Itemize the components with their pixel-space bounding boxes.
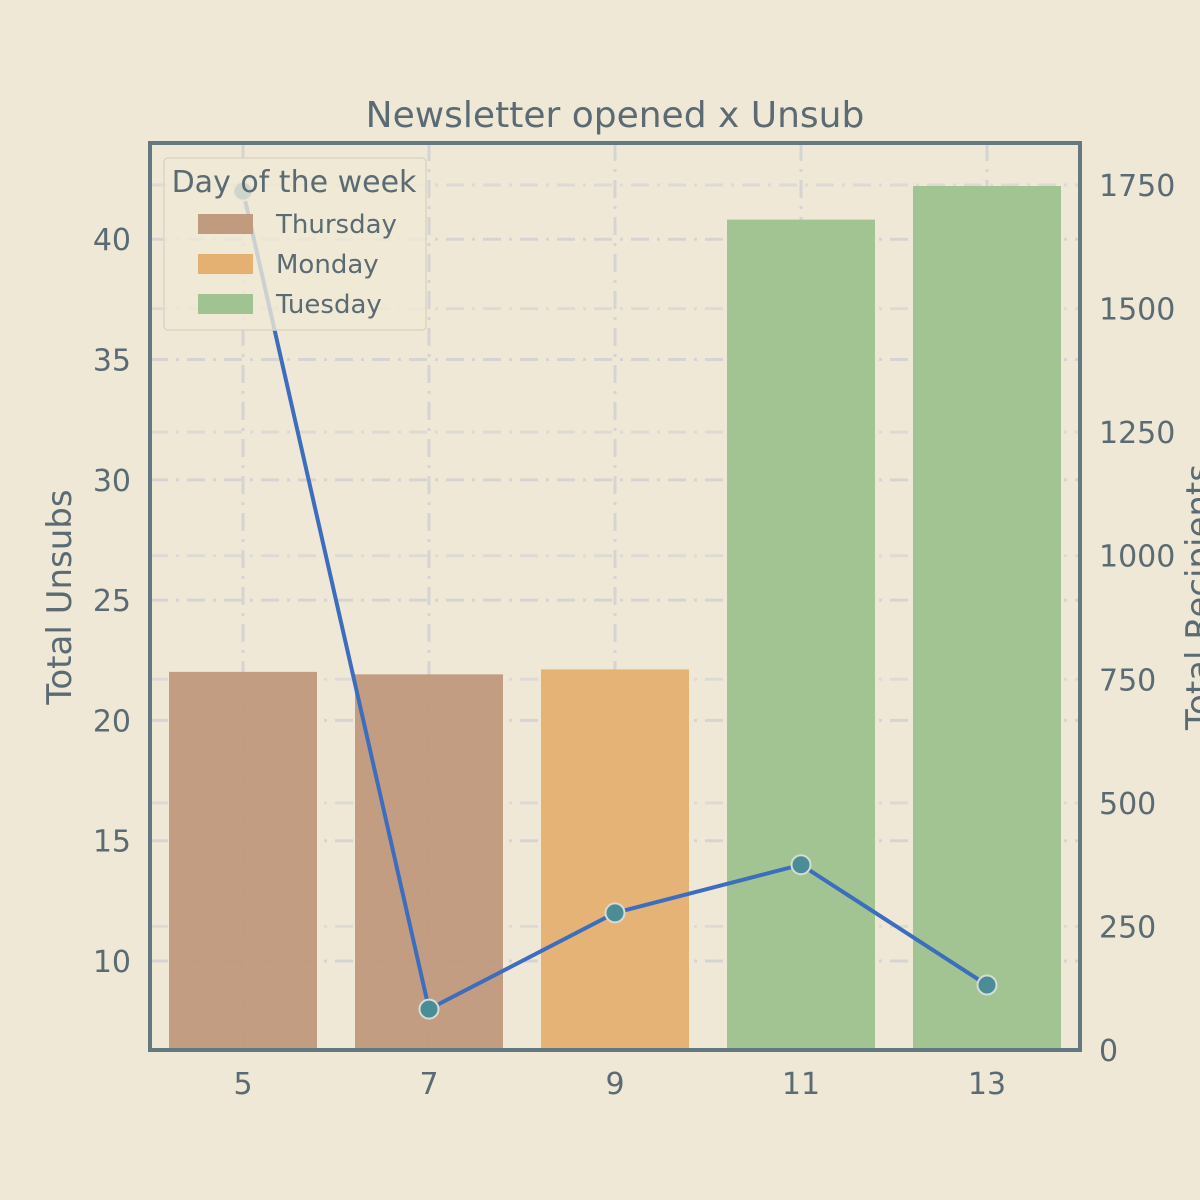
bar-tuesday bbox=[727, 219, 875, 1050]
x-tick-label: 5 bbox=[233, 1067, 252, 1102]
y-tick-label: 40 bbox=[93, 223, 131, 258]
y-tick-label: 10 bbox=[93, 945, 131, 980]
y-axis-right-label: Total Recipients bbox=[1179, 464, 1200, 731]
y-axis-label: Total Unsubs bbox=[40, 489, 80, 705]
plot-frame bbox=[148, 141, 1082, 1052]
legend-label: Tuesday bbox=[275, 290, 382, 320]
x-tick-label: 11 bbox=[782, 1067, 820, 1102]
line-point bbox=[604, 902, 626, 924]
y-tick-label: 30 bbox=[93, 464, 131, 499]
legend: Day of the week Thursday Monday Tuesday bbox=[163, 157, 427, 331]
line-point bbox=[418, 998, 440, 1020]
y-axis-right-ticks: 0 250 500 750 1000 1250 1500 1750 bbox=[1099, 169, 1175, 1069]
legend-swatch bbox=[198, 254, 253, 274]
legend-entries: Thursday Monday Tuesday bbox=[198, 210, 397, 320]
bar-group bbox=[169, 186, 1061, 1050]
bar-monday bbox=[541, 669, 689, 1050]
y-axis-left-ticks: 10 15 20 25 30 35 40 bbox=[93, 223, 131, 980]
y2-tick-label: 1500 bbox=[1099, 293, 1175, 328]
line-point bbox=[790, 854, 812, 876]
x-tick-label: 9 bbox=[605, 1067, 624, 1102]
bar-thursday bbox=[169, 671, 317, 1050]
x-axis-ticks: 5 7 9 11 13 bbox=[233, 1067, 1006, 1102]
bar-tuesday bbox=[913, 186, 1061, 1050]
legend-label: Thursday bbox=[275, 210, 397, 240]
y-tick-label: 20 bbox=[93, 704, 131, 739]
x-tick-label: 7 bbox=[419, 1067, 438, 1102]
y2-tick-label: 1250 bbox=[1099, 416, 1175, 451]
y2-tick-label: 1000 bbox=[1099, 540, 1175, 575]
y2-tick-label: 750 bbox=[1099, 663, 1156, 698]
y2-tick-label: 250 bbox=[1099, 910, 1156, 945]
y2-tick-label: 0 bbox=[1099, 1034, 1118, 1069]
y2-tick-label: 1750 bbox=[1099, 169, 1175, 204]
legend-swatch bbox=[198, 214, 253, 234]
y-tick-label: 35 bbox=[93, 344, 131, 379]
line-point bbox=[976, 974, 998, 996]
legend-box bbox=[163, 157, 427, 331]
legend-swatch bbox=[198, 294, 253, 314]
bar-thursday bbox=[355, 674, 503, 1050]
y-tick-label: 25 bbox=[93, 584, 131, 619]
y-tick-label: 15 bbox=[93, 825, 131, 860]
legend-title: Day of the week bbox=[172, 165, 417, 200]
x-tick-label: 13 bbox=[968, 1067, 1006, 1102]
chart-title: Newsletter opened x Unsub bbox=[366, 95, 865, 136]
y2-tick-label: 500 bbox=[1099, 787, 1156, 822]
legend-label: Monday bbox=[276, 250, 379, 280]
